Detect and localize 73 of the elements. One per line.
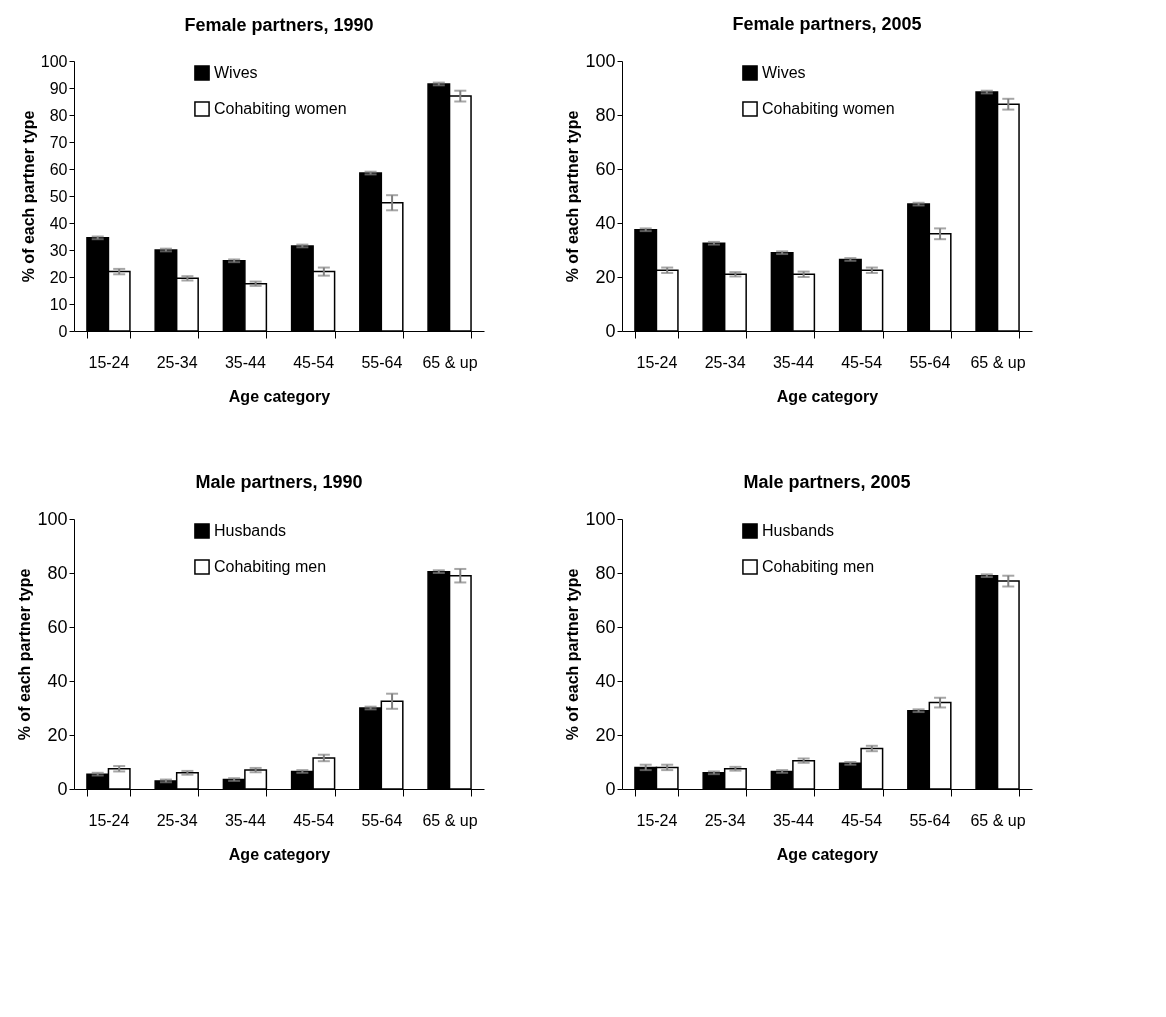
x-tick-label: 55-64 [909, 811, 951, 829]
y-tick-label: 60 [49, 160, 68, 178]
y-tick-label: 60 [595, 158, 616, 179]
y-tick-label: 100 [585, 508, 616, 529]
x-tick-label: 15-24 [636, 811, 678, 829]
legend-label: Husbands [762, 522, 835, 539]
y-axis-title: % of each partner type [564, 568, 582, 741]
x-tick-label: 35-44 [224, 811, 266, 829]
y-tick-label: 0 [605, 320, 616, 341]
y-tick-label: 60 [595, 616, 616, 637]
legend-label: Cohabiting men [214, 558, 327, 575]
x-tick-label: 65 & up [422, 353, 478, 371]
chart-title: Female partners, 1990 [184, 15, 374, 35]
y-tick-label: 40 [595, 670, 616, 691]
x-tick-label: 15-24 [636, 353, 678, 371]
y-tick-label: 80 [49, 106, 68, 124]
y-tick-label: 100 [585, 50, 616, 71]
y-tick-label: 90 [49, 79, 68, 97]
chart-title: Male partners, 2005 [743, 472, 911, 492]
y-tick-label: 10 [49, 295, 68, 313]
y-tick-label: 20 [49, 268, 68, 286]
y-tick-label: 80 [47, 562, 68, 583]
x-tick-label: 25-34 [156, 353, 198, 371]
x-axis-title: Age category [228, 845, 331, 863]
x-tick-label: 45-54 [841, 811, 883, 829]
y-tick-label: 80 [595, 104, 616, 125]
legend-label: Cohabiting women [762, 100, 895, 117]
y-tick-label: 0 [58, 322, 68, 340]
y-tick-label: 30 [49, 241, 68, 259]
legend-label: Cohabiting women [214, 100, 347, 117]
chart-title: Female partners, 2005 [732, 14, 922, 34]
y-axis-title: % of each partner type [564, 110, 582, 283]
legend-label: Wives [762, 64, 806, 81]
y-axis-title: % of each partner type [16, 568, 34, 741]
x-tick-label: 65 & up [970, 353, 1026, 371]
x-tick-label: 25-34 [704, 353, 746, 371]
y-tick-label: 100 [40, 52, 68, 70]
y-tick-label: 100 [37, 508, 68, 529]
x-tick-label: 15-24 [88, 353, 130, 371]
y-tick-label: 80 [595, 562, 616, 583]
y-tick-label: 40 [49, 214, 68, 232]
y-tick-label: 40 [47, 670, 68, 691]
x-tick-label: 45-54 [293, 811, 335, 829]
y-tick-label: 20 [595, 724, 616, 745]
x-tick-label: 25-34 [156, 811, 198, 829]
y-tick-label: 60 [47, 616, 68, 637]
legend-label: Cohabiting men [762, 558, 875, 575]
legend-label: Husbands [214, 522, 287, 539]
y-tick-label: 20 [47, 724, 68, 745]
y-tick-label: 40 [595, 212, 616, 233]
chart-title: Male partners, 1990 [195, 472, 363, 492]
x-tick-label: 45-54 [293, 353, 335, 371]
x-tick-label: 35-44 [224, 353, 266, 371]
x-tick-label: 65 & up [422, 811, 478, 829]
x-tick-label: 45-54 [841, 353, 883, 371]
x-tick-label: 55-64 [361, 811, 403, 829]
x-axis-title: Age category [776, 387, 879, 405]
y-tick-label: 0 [57, 778, 68, 799]
x-tick-label: 65 & up [970, 811, 1026, 829]
legend-label: Wives [214, 64, 258, 81]
x-tick-label: 55-64 [361, 353, 403, 371]
y-tick-label: 70 [49, 133, 68, 151]
y-tick-label: 20 [595, 266, 616, 287]
x-tick-label: 35-44 [772, 811, 814, 829]
y-tick-label: 0 [605, 778, 616, 799]
x-axis-title: Age category [776, 845, 879, 863]
y-tick-label: 50 [49, 187, 68, 205]
x-tick-label: 15-24 [88, 811, 130, 829]
x-tick-label: 35-44 [772, 353, 814, 371]
x-axis-title: Age category [228, 387, 331, 405]
y-axis-title: % of each partner type [19, 110, 37, 283]
x-tick-label: 55-64 [909, 353, 951, 371]
x-tick-label: 25-34 [704, 811, 746, 829]
